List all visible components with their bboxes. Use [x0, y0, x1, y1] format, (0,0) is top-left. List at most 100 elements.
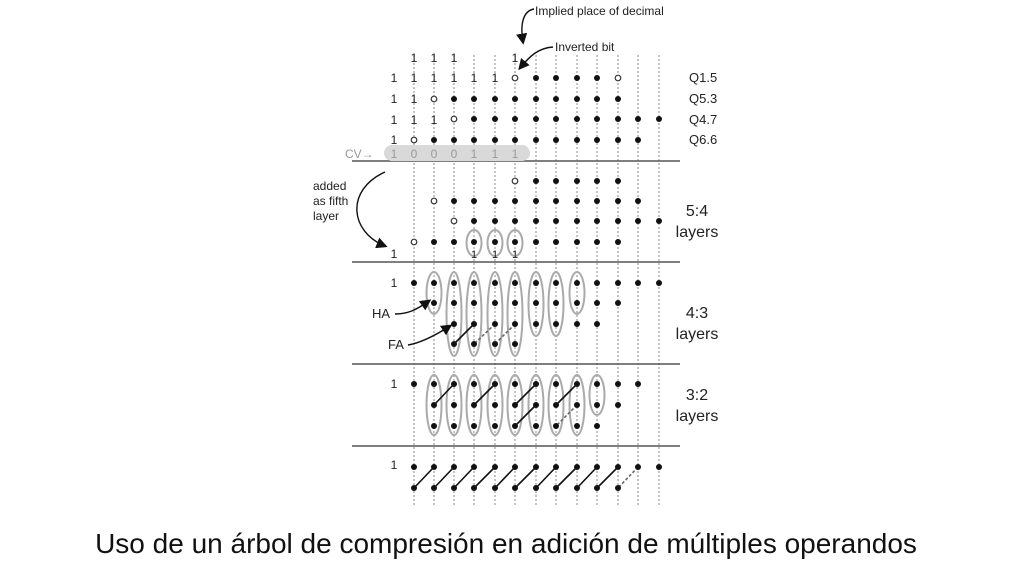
- bit-dot: [574, 218, 580, 224]
- bit-dot: [431, 280, 437, 286]
- bit-dot: [656, 280, 662, 286]
- inverted-bit-dot: [450, 115, 458, 123]
- bit-dot: [471, 341, 477, 347]
- bit-dot: [574, 137, 580, 143]
- operand-one: 1: [411, 92, 418, 106]
- bit-dot: [594, 178, 600, 184]
- inverted-annotation: Inverted bit: [555, 40, 615, 54]
- layer-ratio: 3:2: [686, 387, 708, 404]
- operand-one: 1: [431, 113, 438, 127]
- bit-dot: [533, 239, 539, 245]
- bit-dot: [574, 178, 580, 184]
- bit-dot: [574, 300, 580, 306]
- bit-dot: [411, 280, 417, 286]
- bit-dot: [471, 137, 477, 143]
- operand-one: 1: [451, 71, 458, 85]
- carry-connector: [535, 466, 557, 489]
- inverted-bit-dot: [511, 74, 519, 82]
- bit-dot: [471, 218, 477, 224]
- operand-one: 1: [492, 71, 499, 85]
- bit-dot: [594, 116, 600, 122]
- fa-annotation: FA: [388, 337, 404, 352]
- bit-dot: [512, 116, 518, 122]
- bit-dot: [574, 198, 580, 204]
- cv-bit: 1: [492, 147, 499, 161]
- bit-dot: [553, 239, 559, 245]
- bit-dot: [594, 218, 600, 224]
- bit-dot: [553, 178, 559, 184]
- carry-connector: [596, 466, 619, 489]
- counter-oval: [425, 271, 443, 315]
- inverted-bit-dot: [430, 197, 438, 205]
- top-one: 1: [431, 51, 438, 65]
- bit-dot: [471, 423, 477, 429]
- bit-dot: [451, 341, 457, 347]
- carry-connector: [433, 383, 455, 406]
- bit-dot: [533, 137, 539, 143]
- operand-one: 1: [411, 113, 418, 127]
- layer-one: 1: [471, 249, 477, 261]
- operand-label: Q4.7: [689, 112, 717, 127]
- bit-dot: [533, 116, 539, 122]
- bit-dot: [471, 198, 477, 204]
- bit-dot: [512, 464, 518, 470]
- inverted-bit-dot: [614, 74, 622, 82]
- bit-dot: [512, 485, 518, 491]
- bit-dot: [512, 402, 518, 408]
- carry-connector: [473, 466, 496, 489]
- bit-dot: [471, 280, 477, 286]
- layer-one: 1: [391, 247, 398, 261]
- bit-dot: [574, 321, 580, 327]
- counter-oval: [465, 229, 483, 257]
- bit-dot: [533, 96, 539, 102]
- bit-dot: [431, 300, 437, 306]
- carry-connector: [453, 466, 475, 489]
- carry-connector: [514, 404, 537, 427]
- bit-dot: [635, 280, 641, 286]
- inverted-bit-dot: [430, 95, 438, 103]
- bit-dot: [635, 381, 641, 387]
- bit-dot: [533, 218, 539, 224]
- bit-dot: [492, 341, 498, 347]
- bit-dot: [512, 218, 518, 224]
- bit-dot: [492, 381, 498, 387]
- cv-bit: 0: [431, 147, 438, 161]
- carry-connector: [473, 383, 496, 406]
- operand-one: 1: [411, 71, 418, 85]
- carry-connector: [555, 383, 578, 406]
- inverted-arrow: [518, 46, 554, 71]
- counter-oval: [486, 271, 504, 357]
- bit-dot: [574, 96, 580, 102]
- bit-dot: [553, 280, 559, 286]
- bit-dot: [574, 402, 580, 408]
- bit-dot: [471, 381, 477, 387]
- bit-dot: [512, 137, 518, 143]
- counter-oval: [547, 271, 565, 337]
- counter-oval: [527, 271, 545, 337]
- bit-dot: [451, 381, 457, 387]
- layer-ratio: 4:3: [686, 305, 708, 322]
- bit-dot: [553, 75, 559, 81]
- bit-dot: [656, 464, 662, 470]
- bit-dot: [553, 198, 559, 204]
- bit-dot: [492, 321, 498, 327]
- bit-dot: [451, 464, 457, 470]
- bit-dot: [635, 198, 641, 204]
- carry-connector: [576, 466, 598, 489]
- bit-dot: [594, 300, 600, 306]
- bit-dot: [411, 381, 417, 387]
- carry-connector: [494, 323, 516, 345]
- bit-dot: [471, 300, 477, 306]
- bit-dot: [594, 75, 600, 81]
- ha-arrow: [394, 299, 432, 315]
- bit-dot: [451, 96, 457, 102]
- bit-dot: [615, 178, 621, 184]
- bit-dot: [594, 402, 600, 408]
- bit-dot: [512, 239, 518, 245]
- counter-oval: [445, 374, 463, 436]
- bit-dot: [615, 239, 621, 245]
- bit-dot: [471, 321, 477, 327]
- bit-dot: [553, 321, 559, 327]
- layer-labels: 5:4 layers 4:3 layers 3:2 layers: [676, 203, 719, 425]
- bit-dot: [512, 280, 518, 286]
